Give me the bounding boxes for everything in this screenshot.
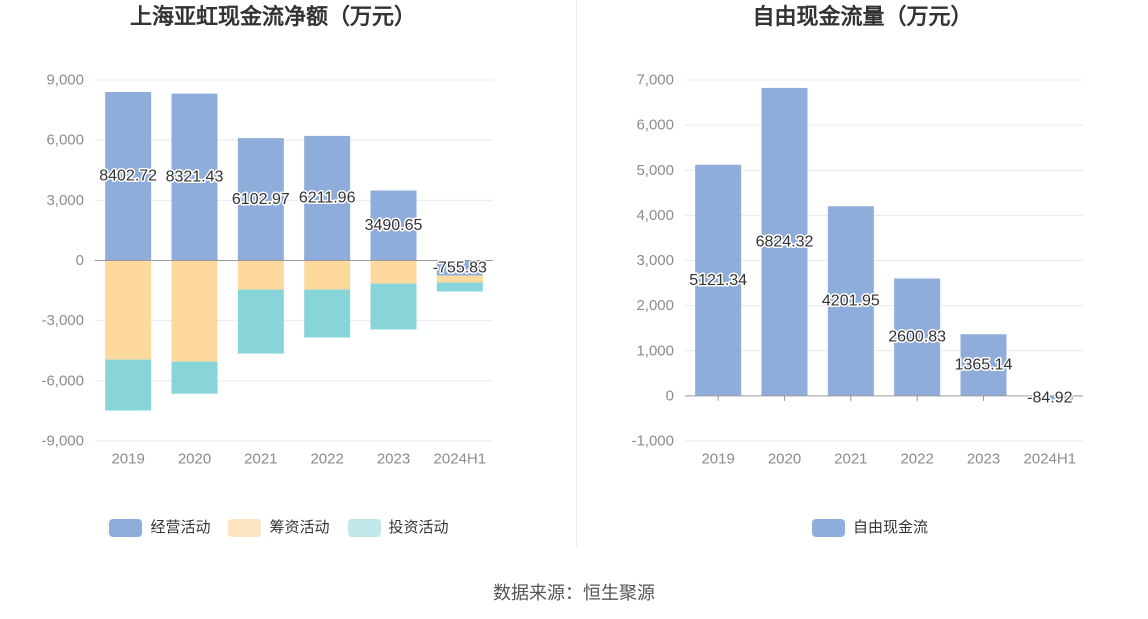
legend-item-free-cash-flow[interactable]: 自由现金流: [811, 519, 928, 537]
legend-label-financing: 筹资活动: [269, 519, 330, 536]
legend-swatch-free-cash-flow: [811, 519, 845, 537]
x-tick-label: 2019: [111, 451, 144, 468]
legend-label-operating: 经营活动: [150, 519, 211, 536]
data-label: 3490.65: [365, 217, 423, 234]
x-tick-label: 2021: [834, 451, 867, 468]
legend-item-financing[interactable]: 筹资活动: [228, 519, 330, 537]
legend-item-operating[interactable]: 经营活动: [109, 519, 210, 537]
x-tick-label: 2022: [900, 451, 933, 468]
bar-series-1-2024H1[interactable]: [436, 260, 483, 276]
legend-swatch-financing: [228, 519, 262, 537]
y-tick-label: 3,000: [46, 192, 84, 209]
data-label: 1365.14: [955, 357, 1013, 374]
bar-series-2-2023[interactable]: [370, 260, 417, 284]
data-label: -755.83: [433, 260, 487, 277]
bars: [105, 91, 483, 411]
plots-canvas: 9,000 6,000 3,000 0 -3,000 -6,000 -9,000 2019 20…: [41, 72, 1083, 468]
x-tick-label: 2023: [377, 451, 410, 468]
x-tick-label: 2020: [768, 451, 801, 468]
legend-swatch-investing: [347, 519, 381, 537]
y-tick-label: -1,000: [631, 433, 674, 450]
chart-title-free-cash-flow: 自由现金流量（万元）: [752, 4, 973, 29]
data-label: 2600.83: [888, 329, 946, 346]
bar-series-1-2021[interactable]: [827, 206, 874, 396]
cash-flow-plot: 9,000 6,000 3,000 0 -3,000 -6,000 -9,000 2019 20…: [41, 72, 493, 468]
x-tick-label: 2022: [310, 451, 343, 468]
legend-label-free-cash-flow: 自由现金流: [852, 519, 928, 536]
bar-series-1-2022[interactable]: [304, 135, 351, 261]
bar-series-2-2021[interactable]: [237, 260, 284, 290]
bar-series-2-2019[interactable]: [105, 260, 152, 360]
bar-series-2-2022[interactable]: [304, 260, 351, 290]
y-tick-label: -6,000: [41, 372, 84, 389]
y-tick-label: 6,000: [46, 132, 84, 149]
grid: [685, 79, 1083, 442]
data-label: 6211.96: [299, 190, 356, 207]
bar-series-3-2019[interactable]: [105, 359, 152, 411]
legend-cash-flow: 经营活动 筹资活动 投资活动: [0, 519, 558, 537]
bar-series-2-2020[interactable]: [171, 260, 218, 362]
y-tick-label: 0: [666, 387, 674, 404]
bar-series-1-2020[interactable]: [761, 87, 808, 396]
y-tick-label: 0: [76, 252, 84, 269]
bar-series-1-2023[interactable]: [370, 190, 417, 261]
y-tick-label: 9,000: [46, 72, 84, 89]
bar-series-2-2024H1[interactable]: [436, 275, 483, 283]
chart-title-cash-flow: 上海亚虹现金流净额（万元）: [129, 4, 416, 29]
y-tick-label: -3,000: [41, 312, 84, 329]
y-tick-label: 2,000: [636, 297, 674, 314]
bar-series-1-2020[interactable]: [171, 93, 218, 261]
legend-swatch-operating: [109, 519, 143, 537]
x-tick-label: 2024H1: [434, 451, 487, 468]
data-label: 6824.32: [756, 233, 814, 250]
y-tick-label: 3,000: [636, 252, 674, 269]
data-label: 8321.43: [166, 169, 224, 186]
bar-series-3-2022[interactable]: [304, 289, 351, 338]
data-label: 5121.34: [689, 272, 747, 289]
x-tick-label: 2020: [178, 451, 211, 468]
data-label: 6102.97: [232, 191, 290, 208]
x-tick-label: 2019: [701, 451, 734, 468]
panel-divider: [576, 0, 577, 548]
bar-series-1-2021[interactable]: [237, 138, 284, 261]
y-tick-label: 5,000: [636, 162, 674, 179]
grid: [95, 79, 493, 442]
x-tick-label: 2024H1: [1024, 451, 1077, 468]
data-label: -84.92: [1027, 389, 1072, 406]
legend-item-investing[interactable]: 投资活动: [347, 519, 449, 537]
bar-series-3-2021[interactable]: [237, 289, 284, 354]
x-tick-label: 2021: [244, 451, 277, 468]
legend-free-cash-flow: 自由现金流: [592, 519, 1148, 537]
x-tick-label: 2023: [967, 451, 1000, 468]
bar-series-1-2019[interactable]: [695, 164, 742, 396]
free-cash-flow-plot: 7,000 6,000 5,000 4,000 3,000 2,000 1,000 0 -1,0…: [631, 72, 1083, 468]
bar-series-1-2024H1[interactable]: [1026, 395, 1073, 400]
bars: [695, 87, 1073, 400]
legend-label-investing: 投资活动: [388, 519, 449, 536]
y-tick-label: 6,000: [636, 117, 674, 134]
data-label: 8402.72: [99, 168, 157, 185]
bar-series-1-2022[interactable]: [894, 278, 941, 396]
y-tick-label: 4,000: [636, 207, 674, 224]
bar-series-3-2023[interactable]: [370, 283, 417, 330]
data-source-note: 数据来源：恒生聚源: [493, 583, 655, 603]
bar-series-1-2019[interactable]: [105, 91, 152, 261]
y-tick-label: 7,000: [636, 72, 674, 89]
data-label: 4201.95: [822, 293, 880, 310]
bar-series-1-2023[interactable]: [960, 334, 1007, 396]
y-tick-label: 1,000: [636, 342, 674, 359]
bar-series-3-2020[interactable]: [171, 361, 218, 394]
y-tick-label: -9,000: [41, 433, 84, 450]
bar-series-3-2024H1[interactable]: [436, 282, 483, 292]
